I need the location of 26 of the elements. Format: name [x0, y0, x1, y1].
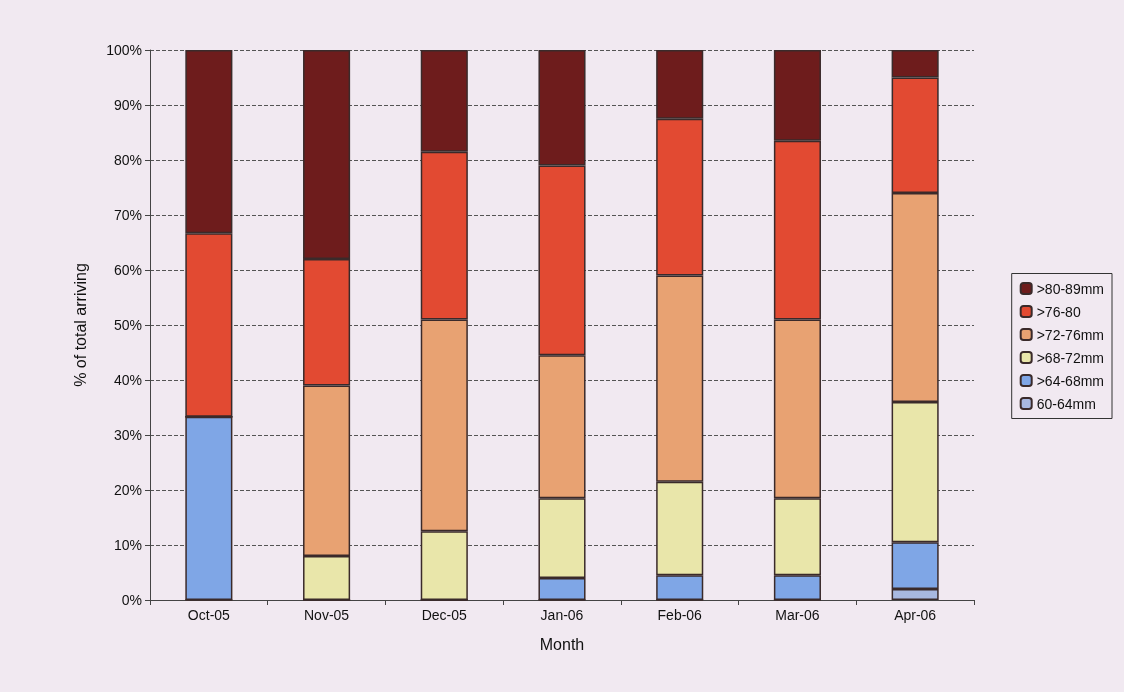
y-tick-label: 0% — [121, 592, 142, 608]
y-axis-title: % of total arriving — [71, 263, 89, 387]
y-tick-label: 10% — [113, 537, 142, 553]
legend-label: >64-68mm — [1036, 372, 1105, 389]
y-tick-label: 100% — [106, 42, 142, 58]
x-tick-label: Mar-06 — [775, 607, 820, 623]
y-tick-label: 50% — [113, 317, 142, 333]
y-tick-label: 30% — [113, 427, 142, 443]
legend-label: >72-76mm — [1036, 326, 1105, 343]
x-axis-title: Month — [539, 635, 585, 653]
legend-label: >76-80 — [1036, 303, 1081, 320]
y-tick-label: 80% — [113, 152, 142, 168]
y-tick-label: 20% — [113, 482, 142, 498]
x-tick-label: Oct-05 — [187, 607, 231, 623]
x-tick-label: Nov-05 — [304, 607, 350, 623]
y-tick-label: 40% — [113, 372, 142, 388]
y-tick-label: 90% — [113, 97, 142, 113]
x-tick-label: Feb-06 — [657, 607, 703, 623]
legend-label: >80-89mm — [1036, 280, 1105, 297]
y-tick-label: 60% — [113, 262, 142, 278]
legend-label: >68-72mm — [1036, 349, 1105, 366]
x-tick-label: Jan-06 — [540, 607, 584, 623]
y-tick-label: 70% — [113, 207, 142, 223]
x-tick-label: Apr-06 — [894, 607, 937, 623]
legend-label: 60-64mm — [1036, 395, 1096, 412]
x-tick-label: Dec-05 — [421, 607, 468, 623]
